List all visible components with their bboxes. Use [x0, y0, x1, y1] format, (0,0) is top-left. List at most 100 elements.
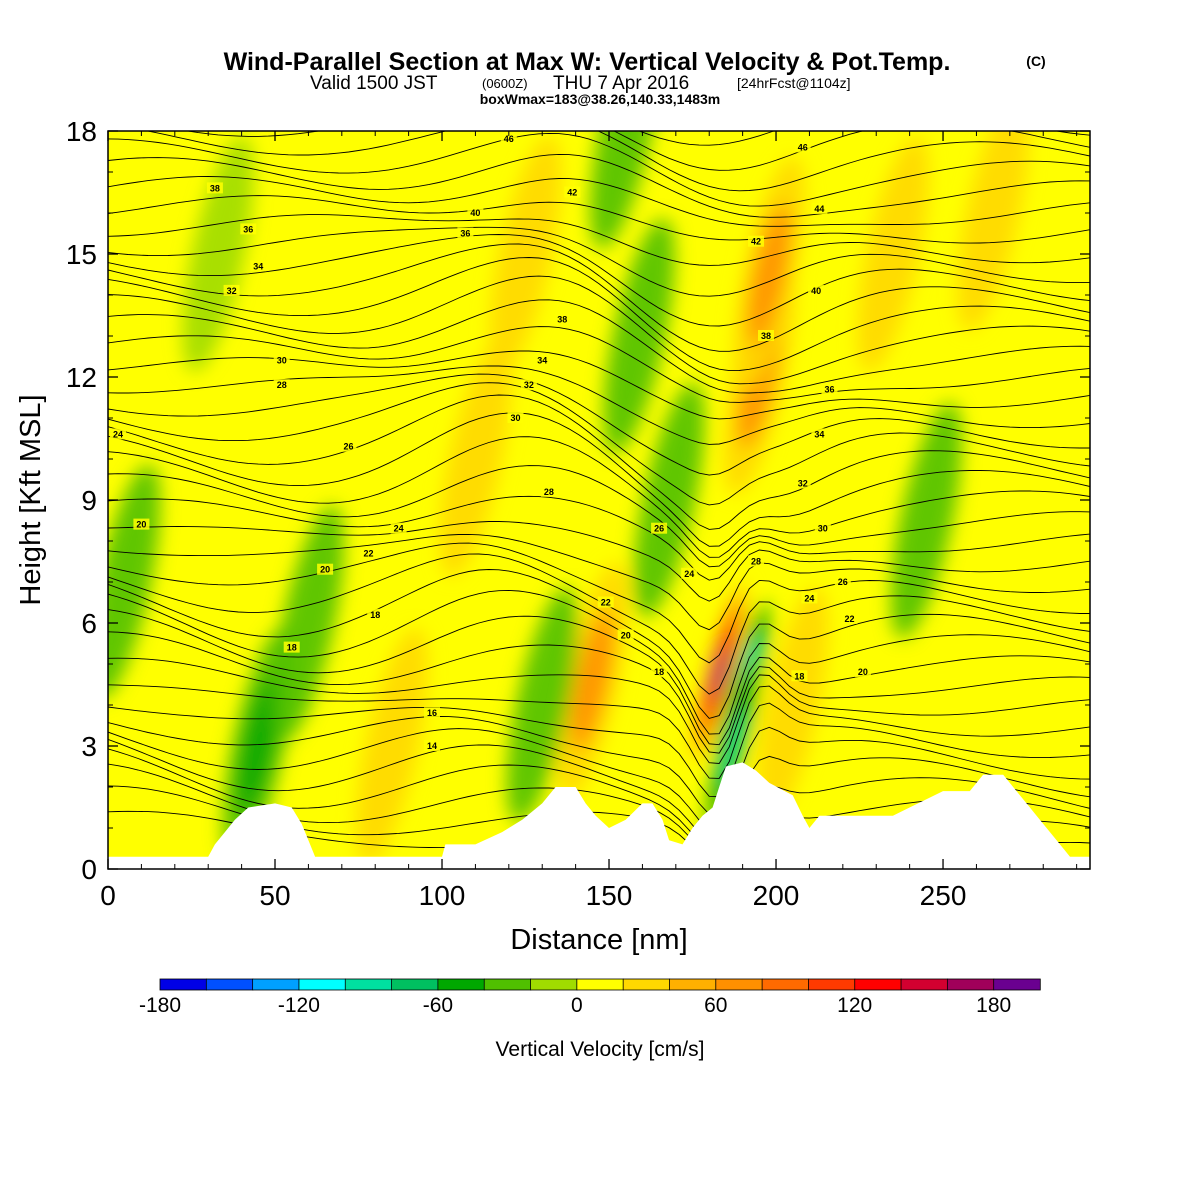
isentrope-label-36: 18: [367, 608, 384, 620]
isentrope-label-text: 24: [394, 524, 404, 534]
isentrope-label-text: 38: [557, 315, 567, 325]
isentrope-label-text: 36: [243, 224, 253, 234]
isentrope-label-19: 30: [507, 412, 524, 423]
isentrope-label-text: 18: [287, 643, 297, 653]
isentrope-label-text: 26: [654, 524, 664, 534]
isentrope-label-5: 44: [811, 202, 828, 214]
isentrope-label-text: 36: [460, 229, 470, 239]
colorbar-swatch: [252, 978, 300, 991]
isentrope-29: [108, 275, 1090, 385]
isentrope-label-text: 32: [798, 479, 808, 489]
isentrope-label-22: 34: [811, 428, 828, 440]
w-cell-18: [957, 131, 1029, 331]
isentrope-label-1: 46: [794, 141, 811, 153]
valid-time-text: Valid 1500 JST: [310, 73, 438, 94]
valid-utc-text: (0600Z): [482, 76, 528, 91]
isentrope-16: [108, 533, 1090, 631]
isentrope-label-40: 18: [651, 666, 668, 678]
isentrope-10: [108, 631, 1090, 754]
isentrope-label-44: 14: [424, 740, 440, 751]
isentrope-label-text: 46: [504, 134, 514, 144]
colorbar-swatch: [761, 978, 810, 991]
colorbar-swatch: [808, 978, 856, 991]
isentrope-label-text: 18: [794, 671, 804, 681]
isentrope-label-18: 36: [821, 383, 838, 395]
isentrope-label-text: 44: [814, 204, 824, 214]
plot-area: 46 46 38 40 42 44 36 36 42 34 32 40 38 38 30 34 28 32 36 30…: [108, 131, 1090, 869]
isentrope-label-text: 34: [814, 429, 824, 439]
isentrope-21: [108, 412, 1090, 547]
isentrope-label-text: 32: [227, 286, 237, 296]
isentrope-label-text: 24: [684, 569, 694, 579]
isentrope-31: [108, 243, 1090, 352]
isentrope-label-text: 38: [761, 331, 771, 341]
isentrope-label-text: 20: [320, 565, 330, 575]
colorbar-tick-label: 180: [976, 994, 1011, 1017]
isentrope-4: [108, 738, 1090, 843]
y-tick-label: 18: [66, 116, 97, 147]
isentrope-label-text: 36: [824, 384, 834, 394]
w-cell-6: [733, 156, 805, 393]
isentrope-label-38: 20: [617, 629, 634, 641]
isentrope-label-text: 30: [818, 524, 828, 534]
isentrope-label-21: 26: [340, 440, 357, 452]
isentrope-12: [108, 589, 1090, 735]
isentrope-36: [108, 176, 1090, 227]
isentrope-label-28: 30: [814, 522, 831, 534]
isentrope-label-12: 38: [554, 313, 571, 325]
isentrope-label-27: 26: [651, 522, 668, 534]
isentrope-label-text: 22: [844, 614, 854, 624]
isentrope-label-33: 26: [834, 576, 851, 587]
colorbar-swatch: [669, 978, 717, 991]
terrain-mask: [108, 762, 1090, 869]
isentrope-15: [108, 542, 1090, 664]
isentrope-label-16: 28: [273, 379, 290, 391]
y-tick-label: 15: [66, 239, 97, 270]
isentrope-label-29: 22: [360, 547, 377, 559]
isentrope-23: [108, 382, 1090, 506]
copyright-mark: (C): [1026, 53, 1045, 69]
x-tick-label: 150: [586, 880, 633, 911]
isentrope-11: [108, 609, 1090, 746]
y-tick-label: 3: [81, 731, 97, 762]
isentrope-label-text: 20: [858, 667, 868, 677]
w-cell-14: [890, 402, 962, 639]
isentrope-label-24: 32: [794, 477, 811, 489]
isentrope-label-17: 32: [520, 379, 537, 391]
colorbar-swatch: [298, 978, 346, 991]
vertical-velocity-field: [108, 131, 1029, 864]
colorbar-swatch: [483, 978, 532, 991]
isentrope-label-text: 46: [798, 142, 808, 152]
isentrope-label-text: 14: [427, 741, 437, 751]
isentrope-label-4: 42: [564, 186, 581, 198]
isentrope-label-text: 30: [510, 413, 520, 423]
colorbar-tick-label: -120: [278, 994, 320, 1017]
w-cell-20: [182, 136, 254, 372]
isentrope-label-7: 36: [457, 227, 474, 239]
isentrope-label-15: 34: [534, 354, 551, 366]
colorbar-swatch: [391, 978, 439, 991]
isentrope-26: [108, 350, 1090, 420]
colorbar-tick-label: 120: [837, 994, 872, 1017]
isentrope-label-25: 20: [133, 518, 150, 530]
isentrope-5: [108, 728, 1090, 831]
isentrope-label-43: 16: [424, 707, 440, 719]
isentrope-label-37: 22: [841, 612, 858, 624]
isentrope-30: [108, 257, 1090, 372]
isentrope-label-2: 38: [206, 182, 223, 194]
isentrope-label-23: 28: [540, 485, 557, 497]
isentrope-label-6: 36: [240, 223, 257, 235]
x-tick-label: 100: [419, 880, 466, 911]
w-cell-4: [439, 341, 512, 577]
colorbar-swatch: [530, 978, 578, 991]
colorbar-swatch: [900, 978, 949, 991]
isentrope-label-42: 20: [854, 666, 871, 678]
isentrope-13: [108, 569, 1090, 719]
colorbar-swatch: [622, 978, 671, 991]
isentrope-label-text: 28: [751, 557, 761, 567]
boxwmax-subtitle: boxWmax=183@38.26,140.33,1483m: [480, 91, 721, 107]
colorbar-swatch: [344, 978, 393, 991]
colorbar-tick-labels: -180 -120 -60 0 60 120 180: [139, 994, 1011, 1017]
isentrope-28: [108, 299, 1090, 394]
